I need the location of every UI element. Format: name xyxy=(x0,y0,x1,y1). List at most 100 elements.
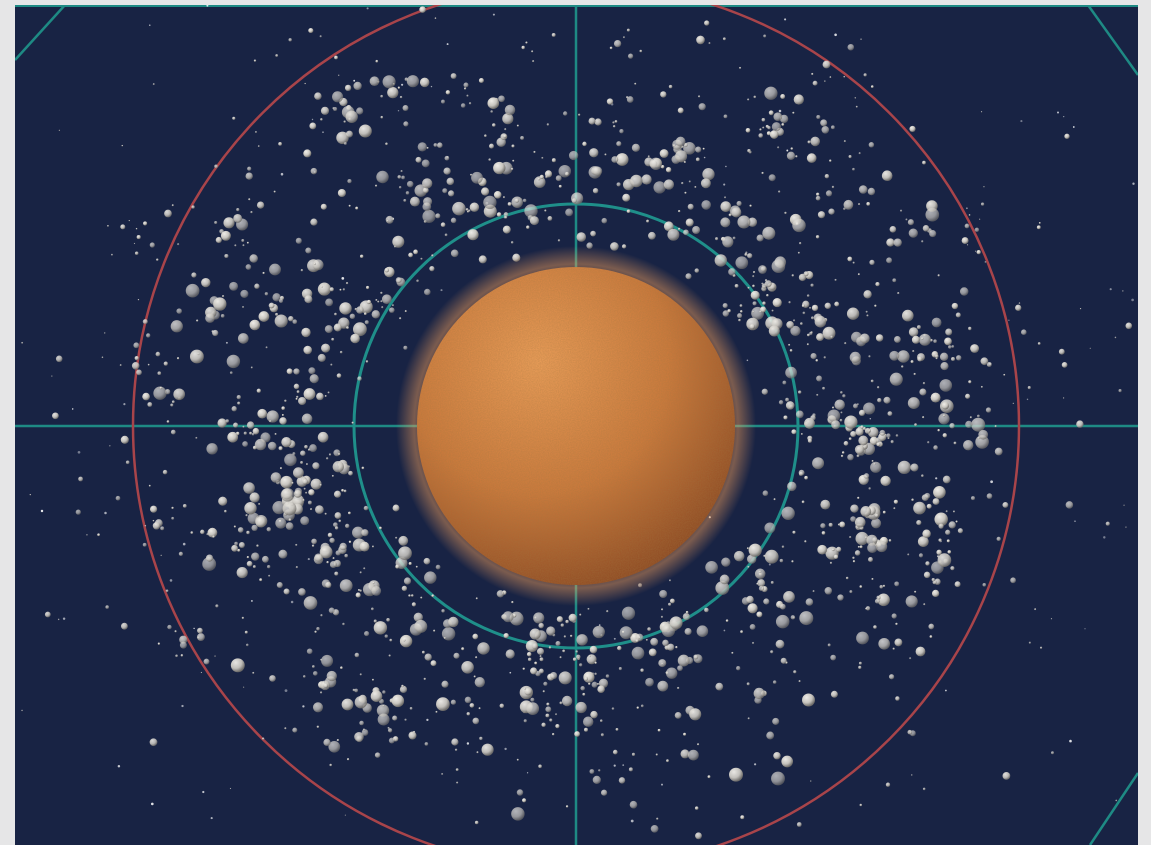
debris-particle xyxy=(306,648,313,655)
debris-particle xyxy=(338,74,340,76)
debris-particle xyxy=(310,508,313,511)
debris-particle xyxy=(382,75,396,89)
debris-particle xyxy=(611,707,615,710)
debris-particle xyxy=(549,718,553,722)
debris-particle xyxy=(445,90,451,95)
debris-particle xyxy=(220,230,231,241)
debris-particle xyxy=(247,166,252,171)
debris-particle xyxy=(384,267,390,273)
star xyxy=(1069,739,1072,743)
debris-particle xyxy=(592,625,605,639)
debris-particle xyxy=(849,536,852,539)
debris-particle xyxy=(293,490,302,498)
debris-particle xyxy=(359,254,364,259)
debris-particle xyxy=(847,453,854,461)
debris-particle xyxy=(484,134,487,137)
debris-particle xyxy=(548,646,552,649)
debris-particle xyxy=(955,312,961,318)
3d-viewport[interactable] xyxy=(15,5,1138,845)
debris-particle xyxy=(868,429,871,432)
debris-particle xyxy=(344,84,352,92)
planet[interactable] xyxy=(396,246,756,606)
debris-particle xyxy=(218,496,228,506)
debris-particle xyxy=(604,153,607,156)
debris-particle xyxy=(317,282,331,296)
debris-particle xyxy=(881,170,893,181)
debris-particle xyxy=(174,630,177,633)
debris-particle xyxy=(334,512,342,519)
debris-particle xyxy=(276,581,283,589)
debris-particle xyxy=(804,540,807,543)
debris-particle xyxy=(420,257,423,260)
debris-particle xyxy=(589,769,595,774)
debris-particle xyxy=(463,87,467,90)
debris-particle xyxy=(740,815,745,820)
debris-particle xyxy=(270,472,282,483)
debris-particle xyxy=(354,307,358,311)
debris-particle xyxy=(966,244,969,246)
debris-particle xyxy=(786,320,794,329)
debris-particle xyxy=(830,690,838,698)
debris-particle xyxy=(296,390,300,394)
debris-particle xyxy=(155,351,161,357)
debris-particle xyxy=(931,317,942,328)
debris-particle xyxy=(824,80,826,82)
debris-particle xyxy=(547,216,553,221)
debris-particle xyxy=(780,657,787,664)
debris-particle xyxy=(783,591,795,603)
debris-particle xyxy=(115,495,121,501)
debris-particle xyxy=(358,589,360,591)
debris-particle xyxy=(230,658,245,673)
debris-particle xyxy=(555,640,561,647)
debris-particle xyxy=(929,635,933,638)
debris-particle xyxy=(408,594,411,597)
debris-particle xyxy=(822,326,836,340)
debris-particle xyxy=(469,703,475,708)
scene-canvas[interactable] xyxy=(15,5,1138,845)
debris-particle xyxy=(720,201,732,212)
debris-particle xyxy=(526,651,532,657)
debris-particle xyxy=(310,478,322,490)
debris-particle xyxy=(334,571,339,576)
debris-particle xyxy=(649,157,663,170)
debris-particle xyxy=(361,529,369,537)
debris-particle xyxy=(232,116,236,120)
debris-particle xyxy=(452,201,466,216)
debris-particle xyxy=(503,134,507,138)
debris-particle xyxy=(662,639,669,647)
debris-particle xyxy=(926,503,932,509)
debris-particle xyxy=(246,530,250,535)
debris-particle xyxy=(319,545,333,559)
debris-particle xyxy=(266,527,271,532)
debris-particle xyxy=(916,325,921,330)
debris-particle xyxy=(815,359,819,362)
debris-particle xyxy=(530,667,538,675)
debris-particle xyxy=(715,581,730,595)
debris-particle xyxy=(749,204,752,207)
debris-particle xyxy=(149,242,155,248)
debris-particle xyxy=(376,170,389,184)
debris-particle xyxy=(351,421,354,424)
debris-particle xyxy=(44,611,51,618)
debris-particle xyxy=(265,346,268,349)
star xyxy=(341,277,345,280)
debris-particle xyxy=(738,318,741,322)
debris-particle xyxy=(986,493,993,499)
star xyxy=(1008,319,1010,321)
debris-particle xyxy=(892,647,895,650)
debris-particle xyxy=(170,403,174,407)
debris-particle xyxy=(792,111,795,114)
debris-particle xyxy=(444,155,450,161)
debris-particle xyxy=(685,218,694,227)
debris-particle xyxy=(911,498,914,502)
debris-particle xyxy=(733,550,745,562)
debris-particle xyxy=(921,337,924,340)
debris-particle xyxy=(473,675,476,678)
star xyxy=(210,817,213,820)
debris-particle xyxy=(705,560,718,574)
debris-particle xyxy=(646,219,650,223)
debris-particle xyxy=(227,431,239,443)
debris-particle xyxy=(645,638,648,641)
debris-particle xyxy=(873,463,876,466)
debris-particle xyxy=(910,463,919,472)
